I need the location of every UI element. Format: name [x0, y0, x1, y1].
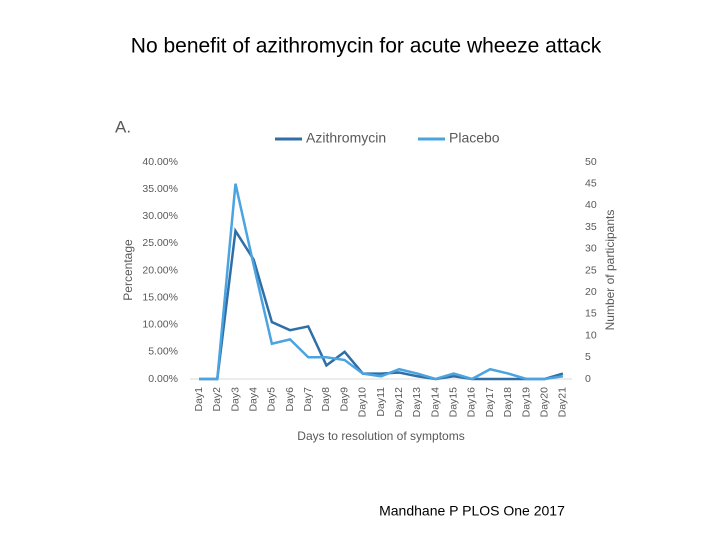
x-tick-label: Day21 — [557, 387, 569, 418]
x-tick-label: Day20 — [538, 387, 550, 418]
x-axis-title: Days to resolution of symptoms — [297, 429, 464, 443]
y-tick-label: 10.00% — [142, 319, 178, 331]
y2-tick-label: 5 — [585, 351, 591, 363]
x-tick-label: Day11 — [375, 387, 387, 417]
x-tick-label: Day8 — [320, 387, 332, 412]
x-tick-label: Day18 — [502, 387, 514, 418]
y2-axis-title: Number of participants — [603, 210, 617, 331]
y2-tick-label: 25 — [585, 264, 597, 276]
y-tick-label: 20.00% — [142, 264, 178, 276]
x-tick-label: Day9 — [338, 387, 350, 412]
x-tick-label: Day15 — [448, 387, 460, 418]
panel-label: A. — [115, 117, 131, 136]
x-tick-label: Day2 — [211, 387, 223, 412]
y-tick-label: 25.00% — [142, 237, 178, 249]
y-axis-title: Percentage — [121, 239, 135, 301]
y-tick-label: 0.00% — [148, 373, 178, 385]
legend-label: Placebo — [449, 130, 500, 146]
x-tick-label: Day16 — [466, 387, 478, 418]
x-tick-label: Day7 — [302, 387, 314, 412]
y2-tick-label: 35 — [585, 221, 597, 233]
y-tick-label: 30.00% — [142, 210, 178, 222]
y2-tick-label: 45 — [585, 177, 597, 189]
x-tick-label: Day12 — [393, 387, 405, 418]
y-tick-label: 35.00% — [142, 183, 178, 195]
legend-label: Azithromycin — [306, 130, 386, 146]
y2-tick-label: 40 — [585, 199, 597, 211]
series-line — [199, 227, 564, 381]
x-tick-label: Day5 — [266, 387, 278, 412]
x-tick-label: Day1 — [193, 387, 205, 412]
y-tick-label: 5.00% — [148, 346, 178, 358]
y2-tick-label: 10 — [585, 329, 597, 341]
x-tick-label: Day6 — [284, 387, 296, 412]
y2-tick-label: 15 — [585, 308, 597, 320]
slide-title: No benefit of azithromycin for acute whe… — [131, 35, 602, 58]
x-tick-label: Day10 — [357, 387, 369, 418]
x-tick-label: Day4 — [247, 387, 259, 412]
y2-tick-label: 30 — [585, 243, 597, 255]
x-tick-label: Day13 — [411, 387, 423, 418]
y-tick-label: 40.00% — [142, 156, 178, 168]
x-tick-label: Day14 — [429, 387, 441, 418]
caption: Mandhane P PLOS One 2017 — [379, 503, 565, 519]
y2-tick-label: 0 — [585, 373, 591, 385]
x-tick-label: Day19 — [520, 387, 532, 418]
x-tick-label: Day3 — [229, 387, 241, 412]
x-tick-label: Day17 — [484, 387, 496, 418]
y2-tick-label: 50 — [585, 156, 597, 168]
y2-tick-label: 20 — [585, 286, 597, 298]
series-line — [199, 183, 564, 381]
y-tick-label: 15.00% — [142, 291, 178, 303]
